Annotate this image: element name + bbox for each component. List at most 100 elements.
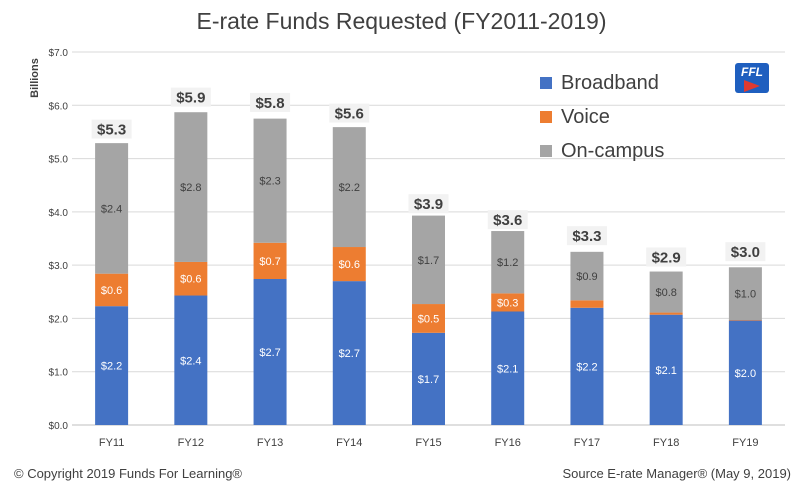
y-tick-label: $1.0 bbox=[49, 368, 69, 379]
total-label-box bbox=[646, 247, 687, 267]
total-label: $3.6 bbox=[493, 212, 522, 229]
total-label-box bbox=[566, 226, 607, 246]
y-axis-title: Billions bbox=[29, 58, 41, 98]
x-tick-label: FY17 bbox=[574, 437, 600, 449]
data-label: $2.7 bbox=[339, 348, 360, 360]
logo-text: FFL bbox=[741, 65, 763, 79]
bar-segment-on-campus bbox=[491, 231, 525, 294]
data-label: $2.0 bbox=[735, 368, 756, 380]
bar-segment-on-campus bbox=[95, 143, 129, 274]
y-tick-label: $0.0 bbox=[49, 421, 69, 432]
legend: Broadband Voice On-campus bbox=[540, 66, 664, 168]
data-label: $0.8 bbox=[655, 287, 676, 299]
legend-label-on-campus: On-campus bbox=[561, 139, 665, 162]
bars bbox=[95, 112, 762, 425]
data-label: $2.3 bbox=[259, 176, 280, 188]
data-label: $2.2 bbox=[576, 361, 597, 373]
bar-segment-voice bbox=[174, 261, 208, 296]
x-tick-label: FY13 bbox=[257, 437, 283, 449]
bar-segment-broadband bbox=[174, 295, 208, 425]
y-tick-label: $4.0 bbox=[49, 208, 69, 219]
bar-segment-broadband bbox=[491, 311, 525, 425]
ffl-logo-icon: FFL bbox=[735, 63, 769, 93]
bar-segment-on-campus bbox=[649, 271, 683, 313]
y-tick-label: $5.0 bbox=[49, 155, 69, 166]
total-label: $3.9 bbox=[414, 196, 443, 213]
bar-segment-broadband bbox=[649, 314, 683, 425]
bar-segment-broadband bbox=[412, 332, 445, 425]
y-tick-label: $6.0 bbox=[49, 101, 69, 112]
total-label-box bbox=[725, 242, 766, 262]
data-label: $2.4 bbox=[101, 203, 122, 215]
data-label: $1.0 bbox=[735, 289, 756, 301]
data-label: $2.2 bbox=[101, 361, 122, 373]
logo-arrow-icon bbox=[744, 80, 760, 92]
bar-segment-broadband bbox=[570, 307, 604, 425]
total-label-box bbox=[170, 87, 211, 107]
x-tick-label: FY19 bbox=[732, 437, 758, 449]
data-label: $2.8 bbox=[180, 182, 201, 194]
bar-segment-on-campus bbox=[570, 251, 604, 301]
total-label: $5.9 bbox=[176, 90, 205, 107]
x-tick-label: FY14 bbox=[336, 437, 362, 449]
total-label-box bbox=[487, 210, 528, 230]
total-label: $5.6 bbox=[335, 106, 364, 123]
x-tick-label: FY16 bbox=[495, 437, 521, 449]
source-text: Source E-rate Manager® (May 9, 2019) bbox=[562, 466, 791, 481]
total-label: $2.9 bbox=[652, 249, 681, 266]
bar-segment-broadband bbox=[95, 306, 129, 425]
bar-segment-broadband bbox=[728, 320, 762, 425]
bar-segment-on-campus bbox=[253, 118, 287, 243]
total-label: $5.8 bbox=[255, 95, 284, 112]
total-label-box bbox=[250, 92, 291, 112]
data-label: $0.6 bbox=[101, 285, 122, 297]
total-label-box bbox=[408, 194, 449, 214]
data-label: $2.2 bbox=[339, 182, 360, 194]
bar-segment-on-campus bbox=[728, 267, 762, 321]
data-label: $2.4 bbox=[180, 355, 201, 367]
total-label-box bbox=[329, 103, 370, 123]
x-tick-label: FY12 bbox=[178, 437, 204, 449]
x-axis: FY11 FY12 FY13 FY14 FY15 FY16 FY17 FY18 FY19 bbox=[99, 437, 759, 449]
y-tick-label: $7.0 bbox=[49, 48, 69, 59]
bar-segment-voice bbox=[649, 312, 683, 315]
legend-item-on-campus: On-campus bbox=[540, 134, 664, 168]
data-label: $0.3 bbox=[497, 297, 518, 309]
y-tick-label: $3.0 bbox=[49, 261, 69, 272]
data-label: $0.6 bbox=[180, 274, 201, 286]
data-label: $0.6 bbox=[339, 259, 360, 271]
chart-title: E-rate Funds Requested (FY2011-2019) bbox=[196, 8, 607, 34]
data-label: $2.1 bbox=[497, 363, 518, 375]
total-label-box bbox=[91, 119, 132, 139]
total-label: $3.3 bbox=[572, 228, 601, 245]
x-tick-label: FY15 bbox=[415, 437, 441, 449]
legend-swatch-broadband bbox=[540, 77, 552, 89]
data-label: $2.7 bbox=[259, 347, 280, 359]
bar-segment-broadband bbox=[253, 278, 287, 425]
data-label: $2.1 bbox=[655, 365, 676, 377]
bar-segment-on-campus bbox=[174, 112, 208, 262]
bar-segment-on-campus bbox=[412, 215, 445, 305]
bar-segment-voice bbox=[570, 300, 604, 308]
data-label: $1.7 bbox=[418, 374, 439, 386]
data-label: $1.2 bbox=[497, 257, 518, 269]
bar-segment-voice bbox=[491, 293, 525, 312]
legend-swatch-voice bbox=[540, 111, 552, 123]
bar-segment-voice bbox=[412, 304, 445, 333]
legend-label-voice: Voice bbox=[561, 105, 610, 128]
bar-segment-voice bbox=[728, 320, 762, 321]
bar-segment-voice bbox=[332, 247, 366, 282]
legend-item-broadband: Broadband bbox=[540, 66, 664, 100]
legend-item-voice: Voice bbox=[540, 100, 664, 134]
bar-segment-broadband bbox=[332, 281, 366, 425]
total-label: $5.3 bbox=[97, 122, 126, 139]
bar-segment-on-campus bbox=[332, 127, 366, 248]
data-labels: $2.2 $0.6 $2.4 $5.3 $2.4 $0.6 $2.8 $5.9 $2.7 $0.7… bbox=[91, 87, 766, 386]
bar-segment-voice bbox=[95, 273, 129, 307]
data-label: $0.5 bbox=[418, 313, 439, 325]
legend-swatch-on-campus bbox=[540, 145, 552, 157]
x-tick-label: FY11 bbox=[99, 437, 124, 449]
y-tick-label: $2.0 bbox=[49, 314, 69, 325]
copyright-text: © Copyright 2019 Funds For Learning® bbox=[14, 466, 243, 481]
